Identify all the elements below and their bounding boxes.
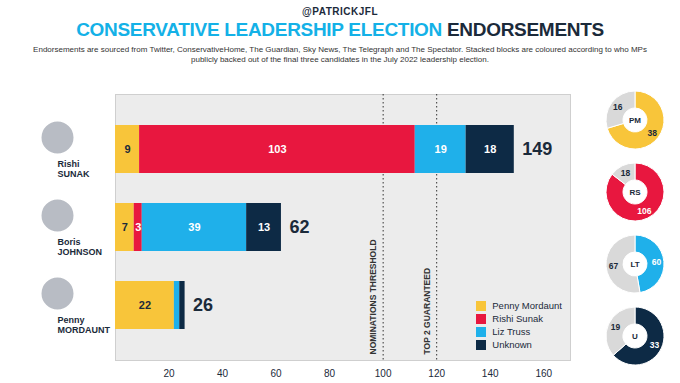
html-text:Rishi Sunak: Rishi Sunak: [492, 313, 543, 324]
svg-text:PennyMORDAUNT: PennyMORDAUNT: [58, 315, 111, 335]
svg-text:60: 60: [271, 368, 283, 379]
svg-text:22: 22: [139, 299, 151, 311]
svg-text:13: 13: [258, 221, 270, 233]
html-text:@PATRICKJFL: @PATRICKJFL: [302, 6, 378, 17]
svg-text:20: 20: [163, 368, 175, 379]
svg-text:19: 19: [435, 143, 447, 155]
svg-text:33: 33: [650, 340, 660, 350]
svg-text:60: 60: [652, 257, 662, 267]
html-text:Penny Mordaunt: Penny Mordaunt: [492, 300, 562, 311]
svg-text:103: 103: [268, 143, 286, 155]
svg-text:100: 100: [375, 368, 392, 379]
svg-text:40: 40: [217, 368, 229, 379]
svg-text:80: 80: [324, 368, 336, 379]
svg-text:160: 160: [535, 368, 552, 379]
svg-text:62: 62: [289, 217, 309, 237]
svg-text:9: 9: [124, 143, 130, 155]
svg-text:106: 106: [637, 206, 651, 216]
svg-text:RS: RS: [629, 188, 641, 197]
html-text:Unknown: Unknown: [492, 339, 532, 350]
svg-text:NOMINATIONS THRESHOLD: NOMINATIONS THRESHOLD: [368, 239, 378, 354]
svg-text:18: 18: [621, 168, 631, 178]
svg-text:39: 39: [188, 221, 200, 233]
svg-text:18: 18: [484, 143, 496, 155]
svg-text:RishiSUNAK: RishiSUNAK: [58, 159, 91, 179]
svg-text:LT: LT: [630, 260, 639, 269]
svg-text:3: 3: [135, 221, 141, 233]
svg-text:149: 149: [522, 139, 552, 159]
svg-text:TOP 2 GUARANTEED: TOP 2 GUARANTEED: [422, 268, 432, 355]
svg-text:67: 67: [609, 261, 619, 271]
svg-text:19: 19: [611, 322, 621, 332]
html-text:CONSERVATIVE LEADERSHIP ELECTI: CONSERVATIVE LEADERSHIP ELECTION ENDORSE…: [76, 19, 604, 40]
svg-text:120: 120: [428, 368, 445, 379]
svg-text:16: 16: [613, 102, 623, 112]
svg-text:U: U: [632, 332, 638, 341]
svg-text:BorisJOHNSON: BorisJOHNSON: [58, 237, 103, 257]
svg-text:140: 140: [482, 368, 499, 379]
svg-text:PM: PM: [629, 116, 641, 125]
svg-text:38: 38: [648, 128, 658, 138]
html-text:Liz Truss: Liz Truss: [492, 326, 531, 337]
html-text:Endorsements are sourced from: Endorsements are sourced from Twitter, C…: [33, 45, 647, 64]
svg-text:26: 26: [193, 295, 213, 315]
svg-text:7: 7: [122, 221, 128, 233]
